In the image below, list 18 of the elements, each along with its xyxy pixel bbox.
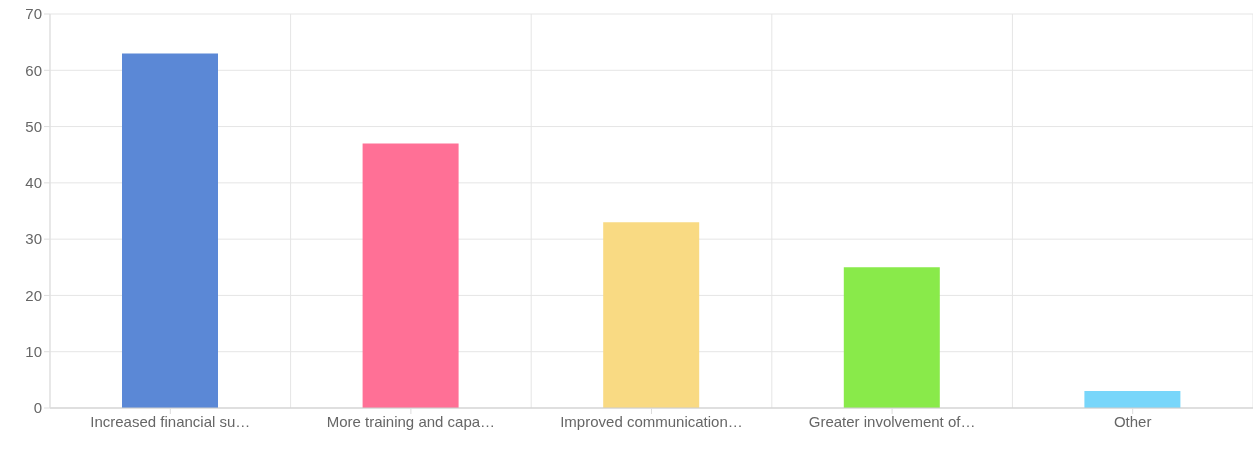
y-tick-label: 40 — [25, 174, 42, 192]
bar — [1084, 391, 1181, 408]
x-tick-label: Other — [1113, 412, 1152, 430]
x-tick-label: Increased financial su… — [90, 412, 251, 430]
y-tick-label: 50 — [25, 117, 42, 135]
x-tick-label: More training and capa… — [326, 412, 496, 430]
y-tick-label: 0 — [33, 399, 42, 417]
bar — [362, 143, 459, 408]
bar — [122, 53, 218, 408]
bar — [603, 222, 700, 408]
bar — [843, 267, 940, 408]
y-tick-label: 60 — [25, 61, 42, 79]
x-tick-label: Improved communication… — [560, 412, 743, 430]
x-tick-label: Greater involvement of… — [808, 412, 976, 430]
y-tick-label: 20 — [25, 286, 42, 304]
y-tick-label: 10 — [25, 343, 42, 361]
y-tick-label: 70 — [25, 5, 42, 23]
y-tick-label: 30 — [25, 230, 42, 248]
